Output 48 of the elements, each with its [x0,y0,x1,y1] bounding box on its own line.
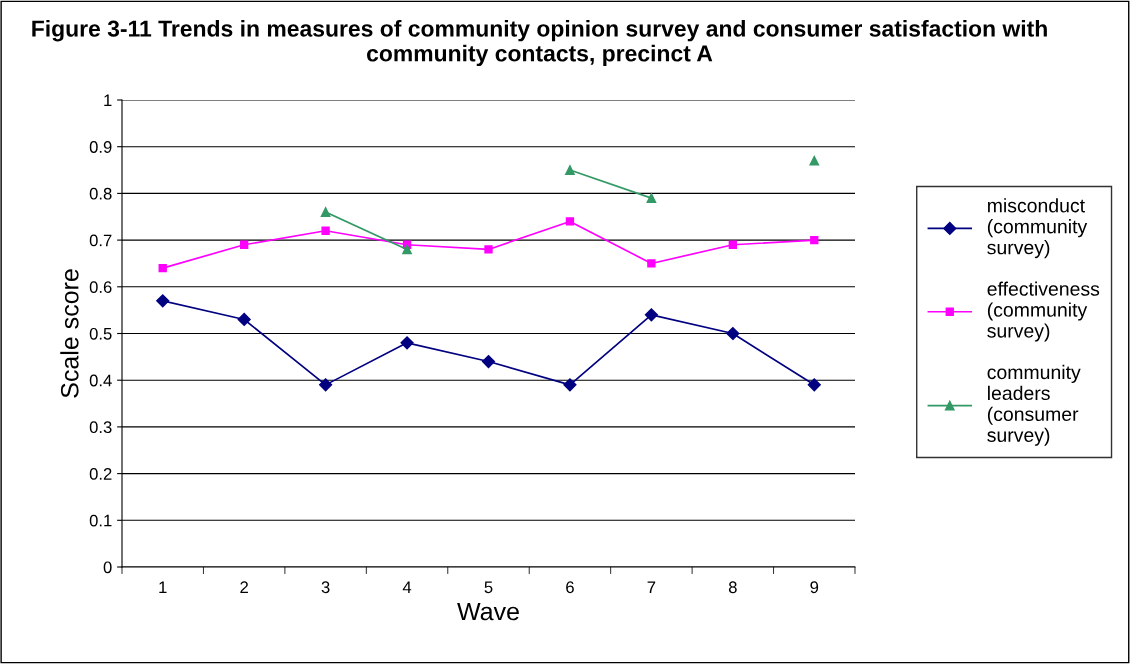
legend-label: community leaders (consumer survey) [987,364,1081,446]
y-tick-label: 0.1 [89,514,112,527]
y-tick-label: 0.5 [89,327,112,340]
x-tick-label: 2 [240,581,248,593]
y-axis-title: Scale score [60,269,79,398]
x-tick-label: 3 [321,581,330,594]
y-tick-label: 0.3 [89,421,112,434]
y-tick-label: 0.8 [89,187,112,200]
point [484,245,493,254]
point [647,259,656,268]
point [563,378,577,392]
point [320,207,331,217]
point [809,155,820,166]
x-tick-label: 5 [484,581,493,594]
y-tick-label: 0.7 [89,234,112,247]
point [644,308,658,322]
point [319,378,333,392]
point [321,226,330,235]
chart-title: Figure 3-11 Trends in measures of community opinion survey and consumer satisfaction with community contacts, precinct A [32,19,1047,67]
point [400,336,414,350]
point [156,294,170,308]
x-tick-label: 9 [810,581,819,594]
point [807,378,821,392]
point [158,263,167,273]
legend-label: effectiveness (community survey) [987,281,1100,342]
point [239,240,249,249]
y-tick-label: 0.4 [89,374,112,387]
point [728,240,738,249]
x-tick-label: 4 [402,581,412,593]
x-tick-label: 7 [647,581,656,593]
point [810,235,819,245]
point [646,193,657,203]
x-axis-title: Wave [457,602,519,621]
point [237,312,251,327]
y-tick-label: 0.9 [89,141,112,153]
point [565,217,575,226]
y-tick-label: 0 [103,561,112,574]
legend-label: misconduct (community survey) [987,198,1088,259]
y-tick-label: 0.2 [89,468,112,480]
point [402,244,412,255]
point [726,326,740,341]
x-tick-label: 6 [566,581,574,594]
point [565,165,575,175]
x-tick-label: 1 [159,581,167,593]
point [481,354,496,369]
x-tick-label: 8 [728,581,737,594]
y-tick-label: 1 [104,94,112,107]
y-tick-label: 0.6 [89,281,112,293]
